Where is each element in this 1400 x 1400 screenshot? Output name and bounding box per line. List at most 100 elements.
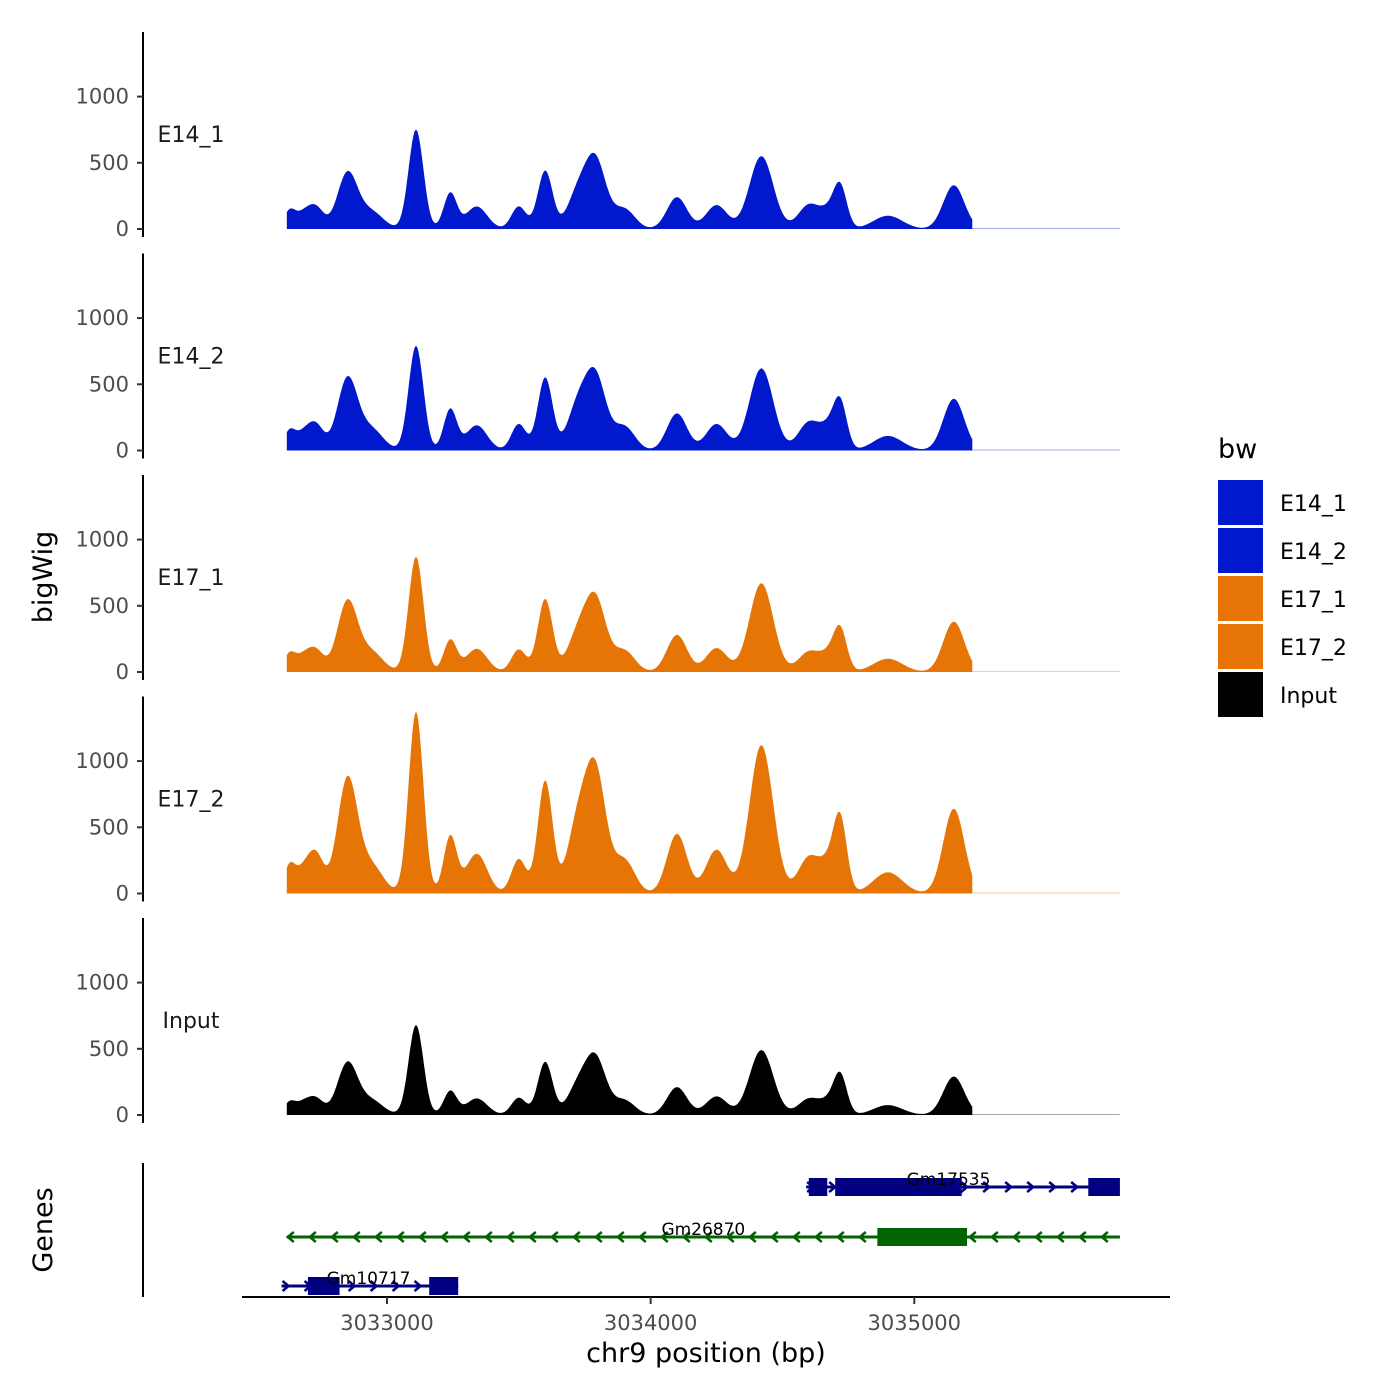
gene-label: Gm26870 <box>661 1220 745 1240</box>
strand-arrow <box>1011 1231 1021 1243</box>
strand-arrow <box>791 1231 801 1243</box>
legend-label-Input: Input <box>1280 684 1337 709</box>
track-E14_1: 0 500 1000 E14_1 <box>76 32 1120 241</box>
track-E17_1: 0 500 1000 E17_1 <box>76 475 1120 684</box>
strand-arrow <box>1077 1231 1087 1243</box>
track-label-E17_1: E17_1 <box>158 566 225 591</box>
track-label-Input: Input <box>163 1009 220 1034</box>
x-tick-label: 3035000 <box>868 1311 962 1335</box>
strand-arrow <box>1070 1181 1080 1193</box>
strand-arrow <box>347 1280 357 1292</box>
strand-arrow <box>527 1231 537 1243</box>
strand-arrow <box>395 1231 405 1243</box>
strand-arrow <box>391 1280 401 1292</box>
strand-arrow <box>1048 1181 1058 1193</box>
strand-arrow <box>835 1231 845 1243</box>
x-tick-label: 3033000 <box>340 1311 434 1335</box>
legend-swatch-E14_2 <box>1218 528 1263 573</box>
strand-arrow <box>857 1231 867 1243</box>
genes-track-title: Genes <box>28 1187 59 1272</box>
y-tick-label: 0 <box>116 660 129 684</box>
y-tick-label: 1000 <box>76 749 129 773</box>
track-label-E17_2: E17_2 <box>158 788 225 813</box>
coverage-area-E17_1 <box>286 557 973 672</box>
strand-arrow <box>483 1231 493 1243</box>
coverage-tracks: 05001000E14_105001000E14_205001000E17_10… <box>76 32 1120 1127</box>
x-axis-title: chr9 position (bp) <box>586 1338 826 1369</box>
gene-Gm10717: Gm10717 <box>281 1269 459 1295</box>
strand-arrow <box>960 1181 970 1193</box>
coverage-area-E14_1 <box>286 129 973 229</box>
y-tick-label: 500 <box>89 594 129 618</box>
legend-label-E14_2: E14_2 <box>1280 540 1347 565</box>
strand-arrow <box>637 1231 647 1243</box>
exon <box>835 1178 962 1196</box>
strand-arrow <box>1033 1231 1043 1243</box>
legend-swatch-E17_1 <box>1218 576 1263 621</box>
y-tick-label: 0 <box>116 882 129 906</box>
strand-arrow <box>1099 1231 1109 1243</box>
x-axis: 3033000 3034000 3035000 <box>242 1296 1170 1335</box>
y-tick-label: 500 <box>89 372 129 396</box>
strand-arrow <box>549 1231 559 1243</box>
coverage-area-E17_2 <box>286 712 973 894</box>
strand-arrow <box>615 1231 625 1243</box>
strand-arrow <box>439 1231 449 1243</box>
y-axis-title: bigWig <box>28 531 59 624</box>
gene-label: Gm17535 <box>907 1170 991 1190</box>
strand-arrow <box>813 1231 823 1243</box>
y-tick-label: 0 <box>116 439 129 463</box>
strand-arrow <box>461 1231 471 1243</box>
y-tick-label: 500 <box>89 1037 129 1061</box>
x-tick-label: 3034000 <box>604 1311 698 1335</box>
legend: bw E14_1 E14_2 E17_1 E17_2 Input <box>1218 434 1347 717</box>
genes-panel: Genes Gm17535 Gm26870 Gm10717 <box>28 1163 1120 1297</box>
exon <box>1088 1178 1120 1196</box>
legend-label-E17_1: E17_1 <box>1280 588 1347 613</box>
gene-Gm26870: Gm26870 <box>285 1220 1120 1246</box>
strand-arrow <box>413 1280 423 1292</box>
strand-arrow <box>593 1231 603 1243</box>
strand-arrow <box>281 1280 291 1292</box>
legend-label-E14_1: E14_1 <box>1280 492 1347 517</box>
strand-arrow <box>1026 1181 1036 1193</box>
strand-arrow <box>1055 1231 1065 1243</box>
legend-swatch-E17_2 <box>1218 624 1263 669</box>
strand-arrow <box>703 1231 713 1243</box>
strand-arrow <box>1004 1181 1014 1193</box>
exon <box>307 1277 340 1295</box>
coverage-area-E14_2 <box>286 346 973 451</box>
track-E14_2: 0 500 1000 E14_2 <box>76 253 1120 463</box>
legend-label-E17_2: E17_2 <box>1280 636 1347 661</box>
strand-arrow <box>989 1231 999 1243</box>
strand-arrow <box>982 1181 992 1193</box>
track-E17_2: 0 500 1000 E17_2 <box>76 696 1120 906</box>
strand-arrow <box>769 1231 779 1243</box>
strand-arrow <box>571 1231 581 1243</box>
strand-arrow <box>659 1231 669 1243</box>
track-Input: 0 500 1000 Input <box>76 918 1120 1127</box>
gene-Gm17535: Gm17535 <box>806 1170 1120 1196</box>
exon <box>877 1228 967 1246</box>
strand-arrow <box>329 1231 339 1243</box>
coverage-area-Input <box>286 1025 973 1115</box>
legend-swatch-Input <box>1218 672 1263 717</box>
track-label-E14_1: E14_1 <box>158 123 225 148</box>
strand-arrow <box>747 1231 757 1243</box>
strand-arrow <box>681 1231 691 1243</box>
y-tick-label: 1000 <box>76 85 129 109</box>
strand-arrow <box>725 1231 735 1243</box>
track-label-E14_2: E14_2 <box>158 345 225 370</box>
legend-swatch-E14_1 <box>1218 480 1263 525</box>
y-tick-label: 1000 <box>76 528 129 552</box>
legend-title: bw <box>1218 434 1257 465</box>
exon <box>808 1178 828 1196</box>
strand-arrow <box>417 1231 427 1243</box>
gene-label: Gm10717 <box>327 1269 411 1289</box>
y-tick-label: 500 <box>89 151 129 175</box>
y-tick-label: 500 <box>89 815 129 839</box>
gene-models: Gm17535 Gm26870 Gm10717 <box>281 1170 1120 1295</box>
strand-arrow <box>351 1231 361 1243</box>
y-tick-label: 0 <box>116 1103 129 1127</box>
